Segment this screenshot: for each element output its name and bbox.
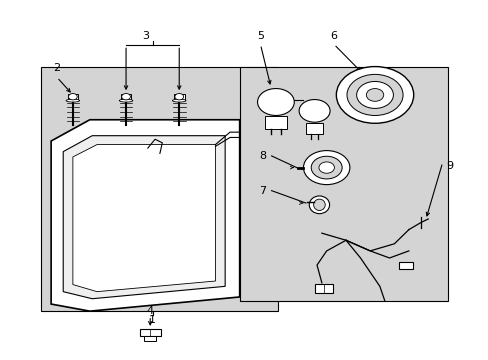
FancyBboxPatch shape — [67, 94, 78, 100]
Circle shape — [122, 94, 130, 100]
Text: 9: 9 — [446, 161, 452, 171]
Bar — [239, 67, 447, 301]
Circle shape — [303, 150, 349, 185]
Circle shape — [356, 81, 393, 108]
Ellipse shape — [308, 196, 329, 214]
Circle shape — [310, 156, 342, 179]
Circle shape — [346, 75, 402, 116]
Text: 2: 2 — [53, 63, 61, 73]
Text: 5: 5 — [256, 31, 264, 41]
Ellipse shape — [66, 99, 80, 102]
Bar — [41, 67, 278, 311]
Ellipse shape — [313, 199, 325, 211]
Circle shape — [299, 100, 329, 122]
Circle shape — [318, 162, 334, 173]
Text: 6: 6 — [330, 31, 337, 41]
FancyBboxPatch shape — [305, 123, 323, 134]
Bar — [144, 336, 156, 341]
Bar — [314, 284, 332, 293]
Text: 1: 1 — [149, 315, 156, 325]
Circle shape — [336, 67, 413, 123]
Text: 7: 7 — [259, 186, 266, 195]
FancyBboxPatch shape — [174, 94, 184, 100]
Text: 8: 8 — [259, 151, 266, 161]
Circle shape — [366, 89, 383, 101]
FancyBboxPatch shape — [121, 94, 131, 100]
Polygon shape — [51, 120, 239, 311]
Bar — [139, 329, 161, 336]
Ellipse shape — [119, 99, 133, 102]
FancyBboxPatch shape — [265, 116, 286, 129]
Circle shape — [257, 89, 294, 116]
Bar — [398, 261, 412, 269]
Ellipse shape — [172, 99, 185, 102]
Circle shape — [68, 94, 77, 100]
Polygon shape — [73, 145, 215, 292]
Text: 4: 4 — [146, 306, 154, 316]
Polygon shape — [63, 136, 224, 299]
Circle shape — [175, 94, 183, 100]
Text: 3: 3 — [142, 31, 148, 41]
